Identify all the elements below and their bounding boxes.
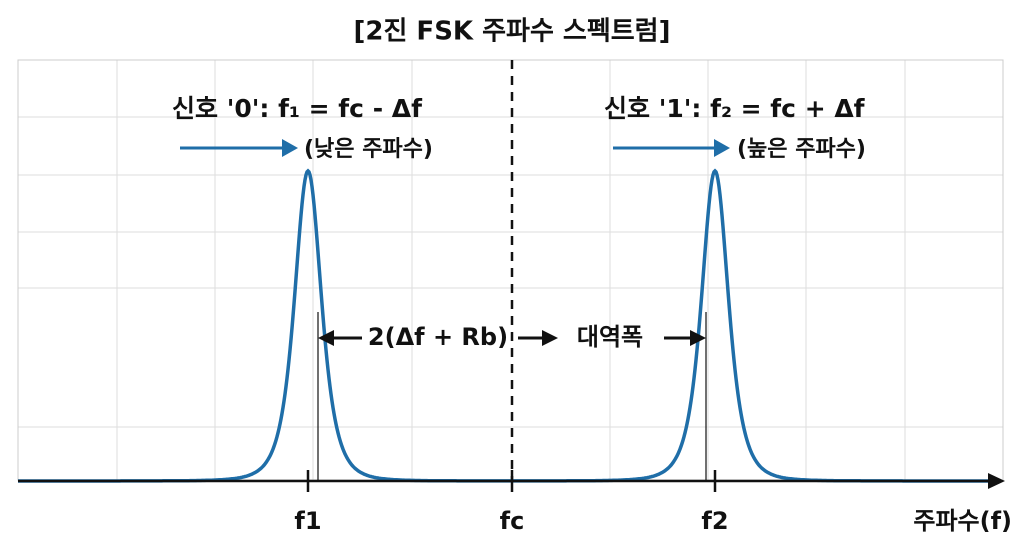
bandwidth-arrow-head (542, 330, 558, 346)
bandwidth-label: 대역폭 (577, 323, 643, 351)
signal-label: 신호 '0': f₁ = fc - Δf (172, 94, 423, 123)
grid (18, 60, 1003, 480)
tick-label: f1 (294, 507, 321, 535)
signal-note: (높은 주파수) (737, 137, 866, 162)
tick-label: fc (500, 507, 525, 535)
bandwidth-arrow-head (318, 330, 334, 346)
bandwidth-formula: 2(Δf + Rb) (368, 323, 508, 351)
axis-label: 주파수(f) (913, 507, 1012, 535)
signal-note: (낮은 주파수) (304, 137, 433, 162)
x-axis-arrow (988, 473, 1005, 489)
title: [2진 FSK 주파수 스펙트럼] (353, 17, 670, 47)
bandwidth-arrow-head (690, 330, 706, 346)
signal-arrow-head (714, 139, 730, 157)
tick-label: f2 (701, 507, 728, 535)
signal-label: 신호 '1': f₂ = fc + Δf (604, 94, 866, 123)
signal-arrow-head (282, 139, 298, 157)
